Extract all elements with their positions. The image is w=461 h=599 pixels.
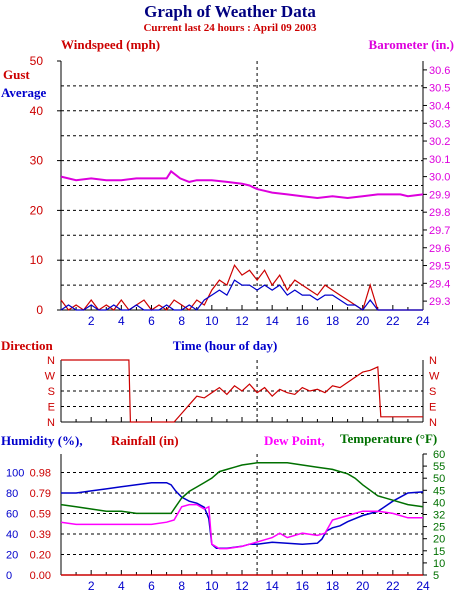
page-title: Graph of Weather Data	[144, 2, 316, 21]
wind-y-tick-label: 0	[36, 303, 43, 317]
series-direction-line	[61, 359, 423, 423]
humidity-panel-x-tick-label: 4	[118, 579, 125, 593]
humidity-axis-label: Humidity (%),	[1, 433, 83, 448]
wind-panel-x-tick-label: 20	[356, 314, 370, 328]
series-average-line	[60, 279, 423, 311]
barometer-y-tick-label: 29.4	[429, 278, 450, 290]
humidity-panel-x-tick-label: 16	[296, 579, 310, 593]
wind-panel-x-tick-label: 24	[416, 314, 430, 328]
rainfall-y-tick-label: 0.59	[30, 508, 51, 520]
dewpoint-axis-label: Dew Point,	[264, 433, 325, 448]
temp-y-tick-label: 15	[433, 546, 445, 558]
humidity-y-tick-label: 60	[6, 508, 18, 520]
average-label: Average	[1, 85, 46, 100]
temp-y-tick-label: 32	[433, 510, 445, 522]
barometer-y-tick-label: 29.5	[429, 261, 450, 273]
temp-y-tick-label: 25	[433, 522, 445, 534]
wind-panel-x-tick-label: 2	[88, 314, 95, 328]
wind-panel-x-tick-label: 4	[118, 314, 125, 328]
humidity-panel-x-tick-label: 22	[386, 579, 400, 593]
wind-panel-x-tick-label: 12	[235, 314, 249, 328]
wind-panel-x-tick-label: 6	[148, 314, 155, 328]
humidity-panel-x-tick-label: 2	[88, 579, 95, 593]
barometer-y-tick-label: 29.7	[429, 225, 450, 237]
temp-y-tick-label: 20	[433, 534, 445, 546]
humidity-panel-x-tick-label: 8	[178, 579, 185, 593]
temp-y-tick-label: 60	[433, 449, 445, 461]
direction-y-tick-label-right: N	[429, 417, 437, 429]
wind-y-tick-label: 30	[30, 154, 44, 168]
direction-y-tick-label-right: S	[429, 386, 436, 398]
barometer-y-tick-label: 30.0	[429, 172, 450, 184]
barometer-y-tick-label: 30.5	[429, 83, 450, 95]
humidity-panel-x-tick-label: 10	[205, 579, 219, 593]
rainfall-y-tick-label: 0.39	[30, 529, 51, 541]
humidity-y-tick-label: 80	[6, 488, 18, 500]
series-gust-line	[60, 263, 423, 311]
humidity-y-tick-label: 0	[6, 570, 12, 582]
wind-panel-x-tick-label: 16	[296, 314, 310, 328]
direction-y-tick-label-right: E	[429, 402, 436, 414]
wind-y-tick-label: 10	[30, 253, 44, 267]
barometer-y-tick-label: 30.4	[429, 100, 450, 112]
barometer-y-tick-label: 30.3	[429, 118, 450, 130]
temp-y-tick-label: 45	[433, 485, 445, 497]
direction-y-tick-label: N	[47, 355, 55, 367]
barometer-y-tick-label: 29.8	[429, 207, 450, 219]
barometer-y-tick-label: 30.6	[429, 65, 450, 77]
series-dew-point-line	[60, 503, 423, 550]
temperature-axis-label: Temperature (°F)	[340, 431, 437, 446]
page-subtitle: Current last 24 hours : April 09 2003	[143, 22, 317, 34]
humidity-panel-x-tick-label: 14	[265, 579, 279, 593]
humidity-panel-x-tick-label: 12	[235, 579, 249, 593]
rainfall-y-tick-label: 0.98	[30, 467, 51, 479]
barometer-axis-label: Barometer (in.)	[369, 37, 454, 52]
wind-y-tick-label: 50	[30, 54, 44, 68]
direction-y-tick-label: W	[45, 371, 56, 383]
barometer-y-tick-label: 29.6	[429, 243, 450, 255]
humidity-panel-x-tick-label: 18	[326, 579, 340, 593]
humidity-panel-x-tick-label: 20	[356, 579, 370, 593]
windspeed-axis-label: Windspeed (mph)	[61, 37, 160, 52]
barometer-y-tick-label: 29.9	[429, 189, 450, 201]
temp-y-tick-label: 5	[433, 570, 439, 582]
humidity-y-tick-label: 40	[6, 529, 18, 541]
rainfall-y-tick-label: 0.20	[30, 549, 51, 561]
rainfall-y-tick-label: 0.00	[30, 570, 51, 582]
wind-y-tick-label: 40	[30, 104, 44, 118]
direction-y-tick-label-right: N	[429, 355, 437, 367]
rainfall-axis-label: Rainfall (in)	[111, 433, 179, 448]
direction-y-tick-label-right: W	[429, 371, 440, 383]
wind-panel-x-tick-label: 10	[205, 314, 219, 328]
barometer-y-tick-label: 29.3	[429, 296, 450, 308]
direction-axis-label: Direction	[1, 338, 54, 353]
humidity-y-tick-label: 100	[6, 467, 24, 479]
wind-panel-x-tick-label: 22	[386, 314, 400, 328]
barometer-y-tick-label: 30.2	[429, 136, 450, 148]
temp-y-tick-label: 10	[433, 558, 445, 570]
humidity-y-tick-label: 20	[6, 549, 18, 561]
direction-y-tick-label: E	[48, 402, 55, 414]
temp-y-tick-label: 55	[433, 461, 445, 473]
temp-y-tick-label: 40	[433, 497, 445, 509]
humidity-panel-x-tick-label: 24	[416, 579, 430, 593]
series-barometer-line	[60, 169, 424, 200]
wind-panel-x-tick-label: 14	[265, 314, 279, 328]
time-axis-label: Time (hour of day)	[173, 338, 278, 353]
gust-label: Gust	[3, 67, 30, 82]
barometer-y-tick-label: 30.1	[429, 154, 450, 166]
series-temperature-line	[60, 462, 424, 515]
rainfall-y-tick-label: 0.79	[30, 488, 51, 500]
wind-y-tick-label: 20	[30, 203, 44, 217]
temp-y-tick-label: 50	[433, 473, 445, 485]
direction-y-tick-label: S	[48, 386, 55, 398]
humidity-panel-x-tick-label: 6	[148, 579, 155, 593]
direction-y-tick-label: N	[47, 417, 55, 429]
wind-panel-x-tick-label: 18	[326, 314, 340, 328]
wind-panel-x-tick-label: 8	[178, 314, 185, 328]
